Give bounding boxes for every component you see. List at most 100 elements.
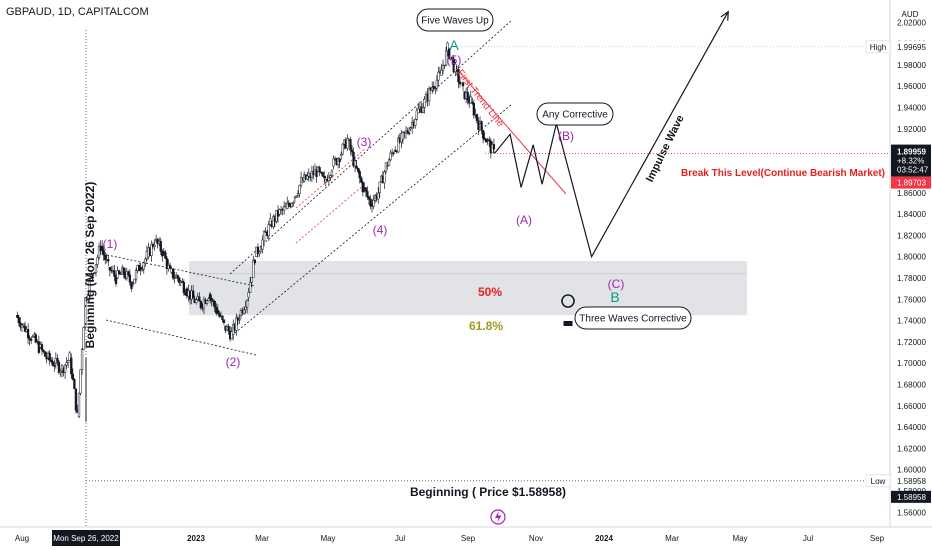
candle-body (301, 180, 304, 183)
candle-body (74, 388, 78, 411)
candle-body (153, 244, 156, 248)
candle-body (247, 292, 250, 298)
candle-body (397, 137, 400, 153)
candle-body (238, 319, 241, 321)
candle-body (97, 245, 101, 258)
candle-body (227, 326, 230, 332)
lightning-bolt (495, 511, 502, 523)
candle-body (292, 202, 295, 204)
candle-body (205, 300, 209, 304)
candle-body (446, 42, 449, 52)
candle-body (318, 167, 321, 173)
candle-body (96, 257, 99, 265)
five-waves-up-label-box (416, 8, 494, 32)
candle-body (423, 98, 426, 108)
candle-body (469, 96, 472, 104)
three-waves-corrective-label: Three Waves Corrective (579, 314, 687, 325)
candle-body (93, 272, 96, 274)
current-price-change: +8.32% (897, 157, 924, 166)
candle-body (87, 294, 90, 300)
low-dark-value: 1.58958 (897, 493, 926, 502)
time-tick-label: 2024 (595, 534, 613, 543)
candle-body (161, 251, 164, 257)
time-tick-label: May (732, 534, 747, 543)
wave-label-1: (1) (103, 237, 118, 251)
annotations: (1) (2) (3) (4) (5) (A) (B) (C) A B Five Waves Up A… (83, 8, 885, 525)
candle-body (392, 152, 395, 154)
candle-body (162, 251, 165, 253)
candle-body (492, 144, 496, 150)
candle-body (355, 165, 358, 169)
candle-body (73, 379, 76, 390)
candle-body (31, 336, 34, 338)
candle-body (144, 258, 147, 264)
candle-body (77, 392, 81, 417)
candle-body (444, 50, 448, 66)
candle-body (84, 297, 87, 328)
candle-body (71, 373, 74, 380)
price-tick-label: 1.66000 (897, 402, 926, 411)
candle-body (100, 245, 104, 251)
candle-body (150, 243, 153, 256)
wave-label-5: (5) (447, 53, 462, 67)
candle-body (307, 172, 310, 177)
candle-body (130, 281, 133, 289)
candle-body (435, 79, 438, 89)
price-axis[interactable]: 1.560001.580001.600001.620001.640001.660… (865, 0, 932, 550)
candle-body (278, 209, 281, 215)
time-tick-label: Jul (803, 534, 813, 543)
candle-body (295, 195, 298, 198)
flag-channel-upper (106, 254, 256, 287)
candle-body (128, 274, 132, 283)
price-tick-label: 1.98000 (897, 61, 926, 70)
candle-body (208, 293, 212, 299)
time-tick-label: Sep (870, 534, 885, 543)
wave-label-c: (C) (608, 277, 625, 291)
candle-body (349, 139, 352, 151)
candle-body (30, 339, 33, 341)
time-tick-label: Aug (15, 534, 29, 543)
price-tick-label: 1.72000 (897, 338, 926, 347)
candle-body (40, 344, 44, 351)
candle-body (16, 315, 19, 318)
wave-label-a: (A) (516, 213, 532, 227)
price-axis-bg (890, 0, 932, 550)
candle-body (23, 325, 27, 332)
candle-body (480, 121, 483, 131)
time-axis[interactable]: Aug Mon Sep 26, 2022 2023 Mar May Jul Sep Nov 20… (0, 526, 932, 546)
wave3-channel-lower (295, 182, 367, 244)
candle-body (361, 182, 364, 193)
projection-path (494, 11, 729, 259)
candle-body (477, 120, 480, 131)
high-price-value: 1.99695 (897, 43, 926, 52)
candle-body (287, 202, 290, 206)
candle-body (434, 87, 437, 90)
break-level-label: Break This Level(Continue Bearish Market… (681, 168, 885, 179)
any-corrective-label-box (536, 102, 614, 126)
candle-body (346, 138, 349, 149)
secondary-price-box (891, 176, 931, 189)
candle-body (386, 165, 389, 167)
candle-body (133, 278, 136, 284)
time-tick-label: May (320, 534, 335, 543)
candle-body (79, 369, 82, 394)
candle-body (42, 349, 45, 352)
symbol-title[interactable]: GBPAUD, 1D, CAPITALCOM (6, 6, 149, 18)
price-tick-label: 1.84000 (897, 210, 926, 219)
candle-body (488, 139, 491, 142)
lightbulb-icon (561, 294, 575, 326)
candle-body (230, 331, 233, 340)
candle-body (48, 352, 51, 361)
candle-body (415, 110, 418, 120)
candle-body (22, 323, 25, 326)
price-tick-label: 1.74000 (897, 317, 926, 326)
candle-body (340, 153, 343, 156)
candle-body (401, 131, 405, 140)
time-tick-label: 2023 (187, 534, 205, 543)
candle-body (182, 282, 186, 294)
candle-body (34, 334, 37, 343)
candle-body (471, 101, 474, 104)
candle-body (298, 184, 301, 194)
